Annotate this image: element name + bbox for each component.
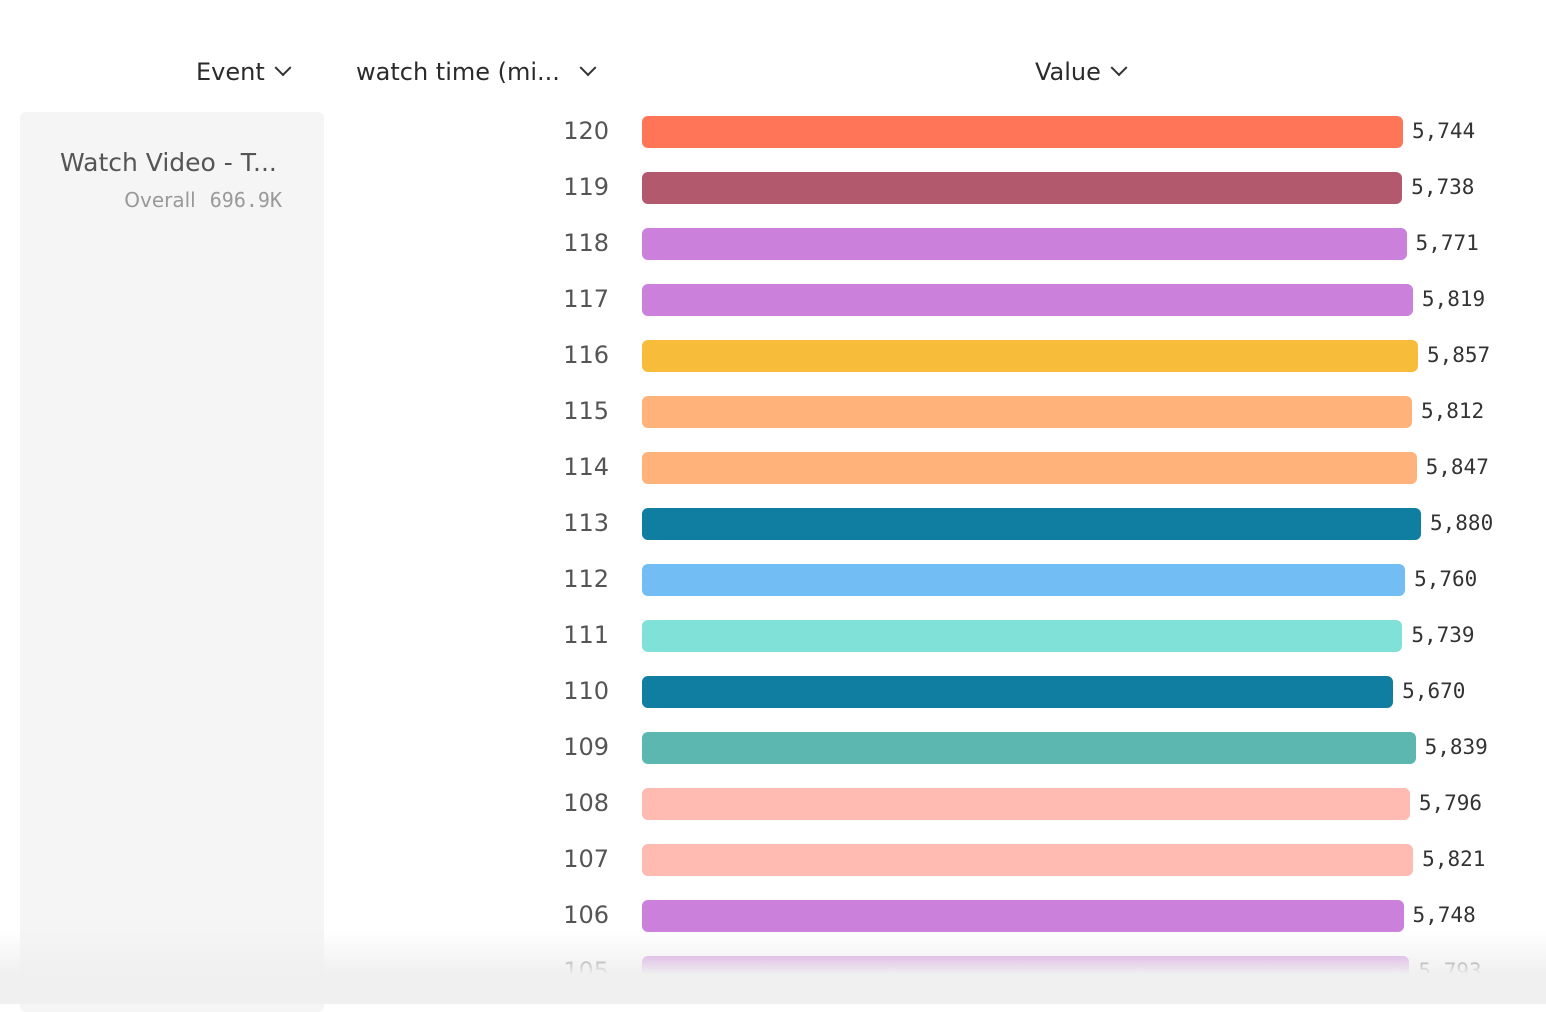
category-label: 120 — [563, 117, 609, 145]
value-label: 5,670 — [1402, 679, 1466, 703]
value-label: 5,857 — [1426, 343, 1491, 367]
bar[interactable] — [642, 116, 1403, 148]
value-label: 5,739 — [1411, 623, 1475, 647]
value-label: 5,796 — [1418, 791, 1483, 815]
value-label: 5,819 — [1421, 287, 1486, 311]
category-label: 113 — [563, 509, 609, 537]
category-label: 117 — [563, 285, 609, 313]
breakdown-column-header[interactable]: watch time (mi... — [356, 58, 597, 86]
category-label: 114 — [563, 453, 609, 481]
value-header-label: Value — [1035, 58, 1101, 86]
value-label: 5,880 — [1430, 511, 1494, 535]
bar[interactable] — [642, 340, 1418, 372]
category-label: 115 — [563, 397, 609, 425]
bar[interactable] — [642, 228, 1407, 260]
bar[interactable] — [642, 172, 1403, 204]
event-card[interactable]: Watch Video - T... Overall 696.9K — [20, 112, 324, 1012]
breakdown-header-label: watch time (mi... — [356, 58, 560, 86]
bar[interactable] — [642, 900, 1404, 932]
chevron-down-icon — [274, 59, 292, 77]
value-label: 5,847 — [1425, 455, 1489, 479]
category-label: 108 — [563, 789, 609, 817]
category-label: 111 — [563, 621, 609, 649]
bar[interactable] — [642, 788, 1410, 820]
event-name: Watch Video - T... — [60, 148, 277, 177]
event-column-header[interactable]: Event — [196, 58, 292, 86]
bar[interactable] — [642, 396, 1412, 428]
bar[interactable] — [642, 620, 1403, 652]
category-label: 116 — [563, 341, 609, 369]
category-label: 112 — [563, 565, 609, 593]
category-label: 107 — [563, 845, 609, 873]
value-label: 5,760 — [1414, 567, 1478, 591]
event-header-label: Event — [196, 58, 265, 86]
category-label: 118 — [563, 229, 609, 257]
chevron-down-icon — [579, 59, 597, 77]
value-column-header[interactable]: Value — [1035, 58, 1128, 86]
value-label: 5,771 — [1415, 231, 1479, 255]
bar[interactable] — [642, 676, 1394, 708]
bar[interactable] — [642, 564, 1406, 596]
value-label: 5,738 — [1411, 175, 1475, 199]
value-label: 5,748 — [1412, 903, 1476, 927]
bar[interactable] — [642, 732, 1416, 764]
bottom-fade — [0, 930, 1546, 1004]
category-label: 119 — [563, 173, 609, 201]
bar[interactable] — [642, 844, 1414, 876]
bar[interactable] — [642, 508, 1421, 540]
value-label: 5,744 — [1411, 119, 1476, 143]
overall-value: 696.9K — [209, 188, 282, 212]
bar[interactable] — [642, 284, 1413, 316]
category-label: 106 — [563, 901, 609, 929]
event-overall: Overall 696.9K — [124, 188, 282, 212]
chevron-down-icon — [1110, 59, 1128, 77]
category-label: 109 — [563, 733, 609, 761]
overall-label: Overall — [124, 188, 196, 212]
bar[interactable] — [642, 452, 1417, 484]
value-label: 5,821 — [1422, 847, 1486, 871]
value-label: 5,812 — [1420, 399, 1485, 423]
category-label: 110 — [563, 677, 609, 705]
value-label: 5,839 — [1424, 735, 1488, 759]
